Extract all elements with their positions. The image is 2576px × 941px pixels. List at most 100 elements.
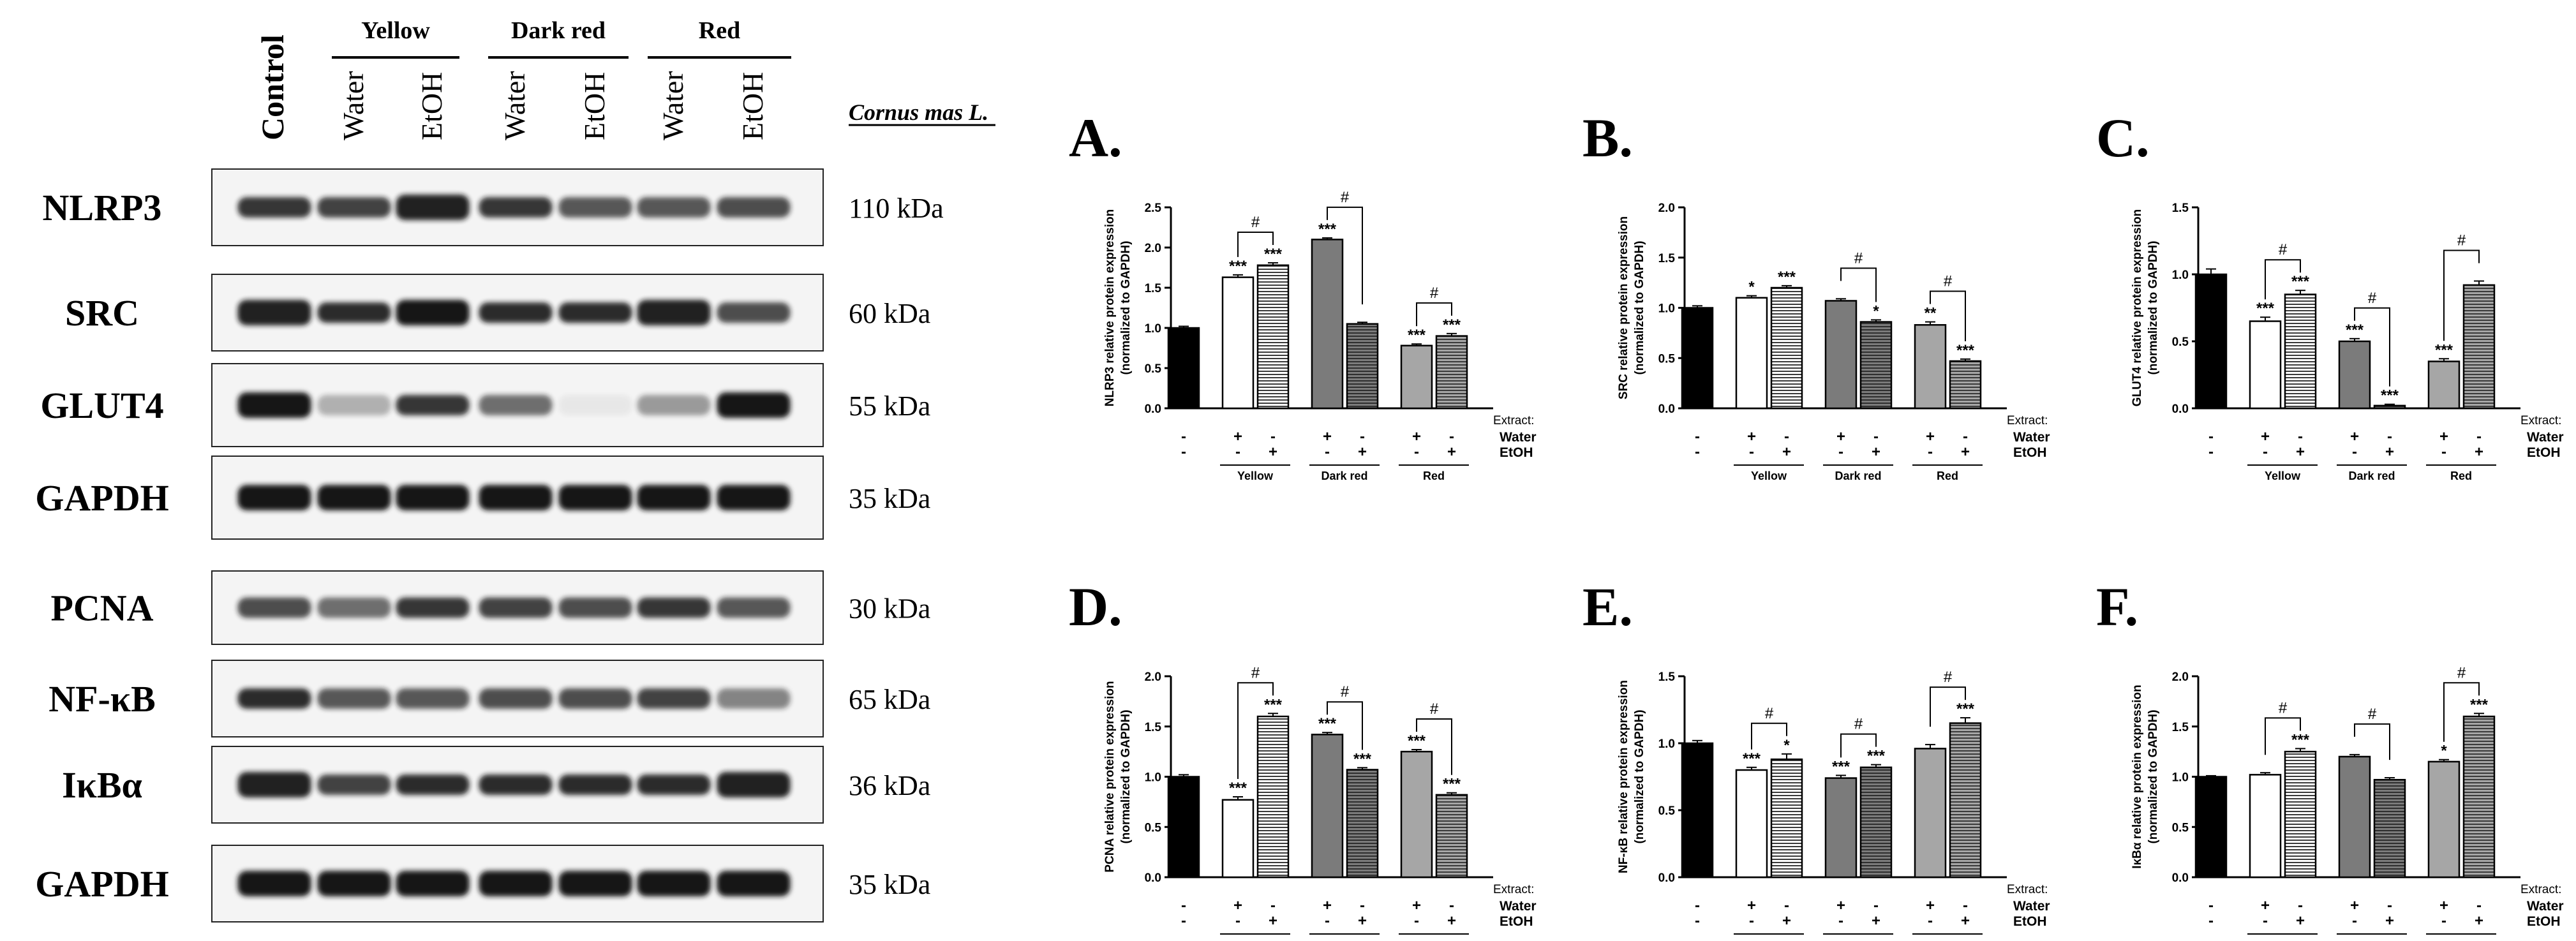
significance-stars: *** [1408, 327, 1426, 344]
blot-band [317, 395, 391, 415]
group-name: Red [1423, 470, 1445, 482]
etoh-sign: + [1961, 443, 1970, 461]
hash-symbol: # [1854, 716, 1863, 733]
blot-band [717, 302, 791, 323]
water-sign: + [2261, 897, 2270, 914]
etoh-sign: - [1838, 443, 1843, 461]
water-sign: + [1233, 897, 1242, 914]
etoh-label: EtOH [1500, 445, 1533, 460]
y-tick-label: 0.5 [2172, 336, 2189, 349]
bar [2462, 284, 2496, 410]
water-sign: - [1270, 428, 1276, 445]
bar [1824, 300, 1858, 410]
protein-label: IκBα [62, 764, 142, 806]
etoh-sign: - [2208, 443, 2214, 461]
blot-band [637, 774, 711, 795]
water-sign: - [1360, 897, 1365, 914]
significance-stars: *** [1443, 776, 1461, 793]
significance-stars: *** [1318, 715, 1337, 732]
species-label: Cornus mas L. [849, 100, 988, 125]
condition-label: EtOH [736, 72, 769, 140]
significance-stars: *** [1956, 342, 1975, 359]
bar [2194, 776, 2228, 878]
etoh-sign: - [2263, 912, 2268, 930]
blot-band [237, 871, 311, 896]
significance-bracket [2443, 682, 2480, 742]
significance-stars: *** [1867, 748, 1886, 765]
etoh-sign: - [2441, 443, 2446, 461]
hash-symbol: # [2368, 290, 2377, 307]
significance-stars: *** [2435, 341, 2453, 359]
significance-bracket [1840, 733, 1877, 758]
significance-bracket [1751, 722, 1787, 750]
hash-symbol: # [2457, 232, 2466, 249]
molecular-weight-label: 35 kDa [849, 483, 930, 514]
blot-band [637, 197, 711, 218]
bar [1435, 335, 1468, 410]
water-sign: - [1270, 897, 1276, 914]
significance-bracket [1327, 206, 1363, 305]
blot-band [237, 597, 311, 618]
extract-label: Extract: [2007, 883, 2048, 896]
bar [2427, 760, 2461, 878]
protein-label: GAPDH [35, 863, 168, 905]
bar [2284, 750, 2317, 878]
water-sign: + [1836, 428, 1845, 445]
etoh-sign: + [1872, 443, 1880, 461]
blot-band [558, 688, 632, 709]
panel-letter: E. [1582, 576, 1633, 637]
y-axis-label: IκBα relative protein expression [2131, 685, 2144, 868]
blot-band [317, 774, 391, 795]
bar [1167, 327, 1200, 410]
blot-band [717, 772, 791, 797]
blot-band [637, 485, 711, 510]
hash-symbol: # [1341, 683, 1350, 700]
significance-stars: *** [1778, 269, 1796, 286]
water-sign: - [2298, 428, 2303, 445]
y-tick-label: 1.0 [1658, 737, 1675, 751]
y-tick-label: 1.5 [1658, 252, 1676, 265]
condition-label: EtOH [415, 72, 448, 140]
significance-stars: *** [1832, 758, 1850, 775]
group-name: Yellow [1237, 470, 1274, 482]
etoh-sign: - [2352, 912, 2357, 930]
etoh-sign: - [1325, 443, 1330, 461]
blot-band [558, 774, 632, 795]
bar-chart-a: A. NLRP3 relative protein expression (norm… [1069, 107, 1537, 482]
y-axis-label: SRC relative protein expression [1617, 216, 1630, 399]
bar [1735, 297, 1768, 410]
water-sign: - [1449, 428, 1454, 445]
etoh-sign: + [1872, 912, 1880, 930]
bar [1221, 276, 1254, 410]
etoh-sign: - [1414, 912, 1419, 930]
significance-bracket [1237, 682, 1274, 779]
water-sign: - [1963, 428, 1968, 445]
blot-band [317, 197, 391, 218]
extract-label: Extract: [1493, 883, 1534, 896]
blot-band [317, 485, 391, 510]
hash-symbol: # [1430, 700, 1439, 718]
water-label: Water [2013, 430, 2050, 445]
y-tick-label: 0.5 [1658, 804, 1676, 818]
etoh-sign: + [2475, 912, 2483, 930]
bar [2462, 715, 2496, 878]
significance-bracket [1416, 302, 1452, 327]
y-tick-label: 1.5 [1145, 282, 1162, 295]
significance-stars: *** [2346, 322, 2364, 339]
y-axis-label: PCNA relative protein expression [1103, 681, 1117, 872]
etoh-sign: + [1269, 912, 1277, 930]
blot-band [317, 871, 391, 896]
water-sign: - [2208, 428, 2214, 445]
bar [1346, 323, 1379, 410]
bar [1256, 715, 1290, 878]
hash-symbol: # [1430, 285, 1439, 302]
bar [2373, 778, 2406, 878]
significance-stars: *** [1743, 750, 1761, 767]
y-tick-label: 1.0 [2172, 771, 2189, 785]
etoh-sign: - [2208, 912, 2214, 930]
y-tick-label: 1.0 [1145, 322, 1161, 336]
y-tick-label: 2.0 [1145, 242, 1161, 255]
hash-symbol: # [1341, 189, 1350, 206]
blot-band [479, 688, 553, 709]
etoh-sign: - [1235, 912, 1240, 930]
